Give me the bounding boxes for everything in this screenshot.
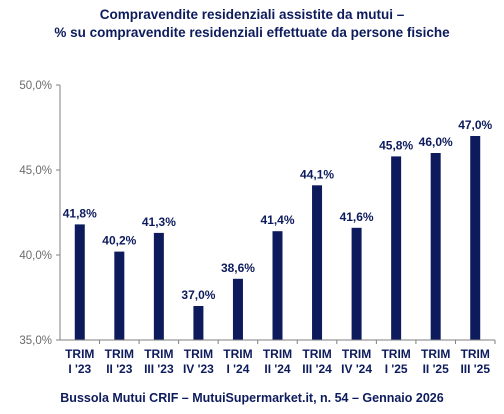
data-label: 41,4%	[260, 213, 294, 227]
data-label: 46,0%	[419, 135, 453, 149]
x-tick-label: III '25	[460, 362, 490, 376]
data-label: 41,6%	[340, 210, 374, 224]
x-tick-label: II '24	[264, 362, 291, 376]
y-axis: 35,0% 40,0% 45,0% 50,0%	[19, 80, 61, 347]
data-label: 38,6%	[221, 261, 255, 275]
bar	[193, 306, 204, 340]
bar	[391, 156, 402, 340]
bar	[114, 251, 125, 340]
bar	[470, 136, 481, 340]
y-tick-label: 50,0%	[19, 80, 52, 92]
x-tick-label: TRIM	[144, 347, 173, 361]
data-labels: 41,8% 40,2% 41,3% 37,0% 38,6% 41,4% 44,1% 41,6%…	[63, 118, 493, 302]
y-tick-label: 35,0%	[19, 335, 52, 347]
x-tick-label: I '24	[227, 362, 250, 376]
data-label: 41,8%	[63, 206, 97, 220]
x-tick-label: III '24	[302, 362, 332, 376]
x-tick-label: TRIM	[381, 347, 410, 361]
source-footer: Bussola Mutui CRIF – MutuiSupermarket.it…	[60, 391, 443, 405]
data-label: 41,3%	[142, 215, 176, 229]
x-tick-label: TRIM	[421, 347, 450, 361]
x-tick-label: III '23	[144, 362, 174, 376]
bar	[153, 232, 164, 340]
bar	[312, 185, 323, 340]
bar	[232, 278, 243, 340]
bars	[74, 136, 481, 340]
x-tick-label: I '23	[68, 362, 91, 376]
x-tick-label: IV '23	[183, 362, 214, 376]
data-label: 37,0%	[181, 288, 215, 302]
bar	[74, 224, 85, 340]
data-label: 40,2%	[102, 234, 136, 248]
y-tick-label: 45,0%	[19, 165, 52, 177]
x-tick-label: TRIM	[65, 347, 94, 361]
x-tick-label: TRIM	[223, 347, 252, 361]
x-tick-label: TRIM	[461, 347, 490, 361]
data-label: 45,8%	[379, 138, 413, 152]
x-tick-label: IV '24	[341, 362, 372, 376]
x-tick-label: TRIM	[263, 347, 292, 361]
x-tick-label: II '23	[106, 362, 133, 376]
x-tick-label: TRIM	[302, 347, 331, 361]
data-label: 47,0%	[458, 118, 492, 132]
x-tick-label: TRIM	[105, 347, 134, 361]
chart-title-line-1: Compravendite residenziali assistite da …	[100, 7, 405, 22]
bar	[430, 153, 441, 340]
x-tick-label: II '25	[423, 362, 450, 376]
bar	[272, 231, 283, 340]
bar	[351, 227, 362, 340]
y-tick-label: 40,0%	[19, 250, 52, 262]
chart-title-line-2: % su compravendite residenziali effettua…	[54, 25, 450, 40]
x-tick-label: TRIM	[342, 347, 371, 361]
data-label: 44,1%	[300, 167, 334, 181]
x-tick-label: I '25	[385, 362, 408, 376]
x-tick-label: TRIM	[184, 347, 213, 361]
